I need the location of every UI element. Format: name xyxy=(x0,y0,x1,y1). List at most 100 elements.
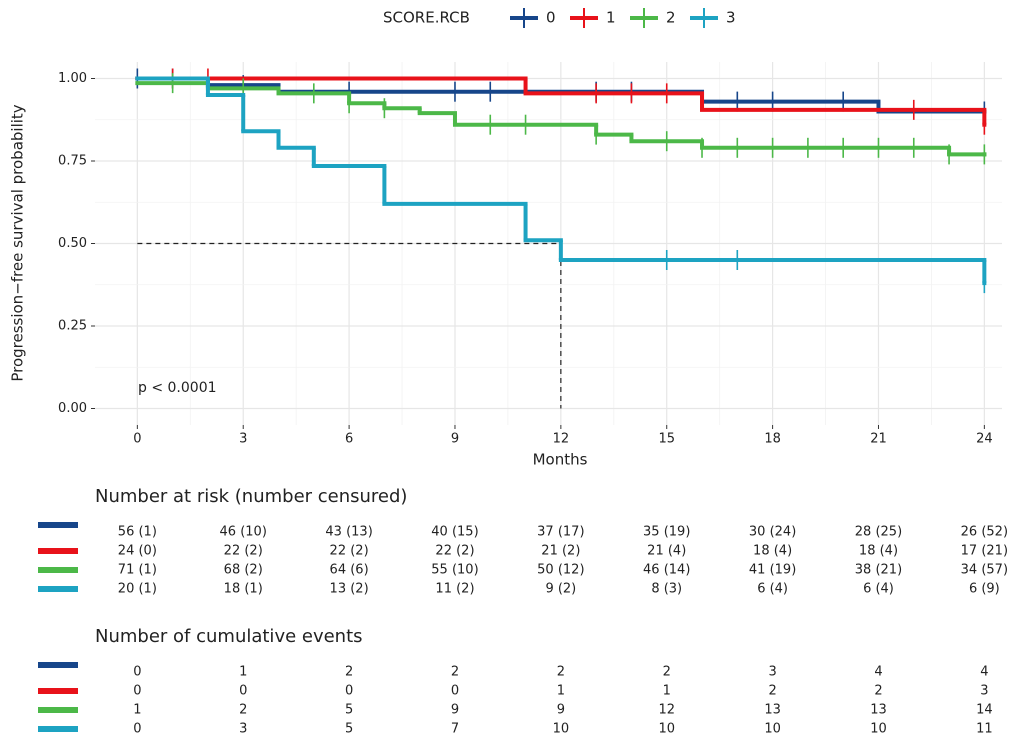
table-cell: 34 (57) xyxy=(961,563,1008,578)
table-cell: 6 (4) xyxy=(757,582,788,597)
table-cell: 3 xyxy=(980,684,988,699)
table-cell: 3 xyxy=(768,665,776,680)
table-cell: 0 xyxy=(133,722,141,737)
table-cell: 0 xyxy=(239,684,247,699)
table-cell: 13 (2) xyxy=(330,582,369,597)
table-cell: 13 xyxy=(870,703,887,718)
table-cell: 8 (3) xyxy=(651,582,682,597)
table-cell: 55 (10) xyxy=(431,563,478,578)
table-color-key xyxy=(38,586,78,592)
x-tick-label: 15 xyxy=(658,432,675,447)
table-cell: 10 xyxy=(870,722,887,737)
table-cell: 2 xyxy=(239,703,247,718)
table-cell: 1 xyxy=(557,684,565,699)
table-cell: 40 (15) xyxy=(431,525,478,540)
table-cell: 43 (13) xyxy=(325,525,372,540)
y-tick-label: 0.25 xyxy=(58,319,87,334)
table-cell: 2 xyxy=(451,665,459,680)
table-cell: 2 xyxy=(345,665,353,680)
legend-label: 1 xyxy=(606,9,616,27)
x-tick-label: 21 xyxy=(870,432,887,447)
table-cell: 2 xyxy=(557,665,565,680)
table-cell: 2 xyxy=(874,684,882,699)
table-cell: 28 (25) xyxy=(855,525,902,540)
table-cell: 0 xyxy=(133,665,141,680)
table-cell: 0 xyxy=(345,684,353,699)
table-cell: 7 xyxy=(451,722,459,737)
table-cell: 71 (1) xyxy=(118,563,157,578)
table-cell: 4 xyxy=(874,665,882,680)
table-cell: 18 (4) xyxy=(859,544,898,559)
table-cell: 26 (52) xyxy=(961,525,1008,540)
table-cell: 0 xyxy=(451,684,459,699)
table-cell: 3 xyxy=(239,722,247,737)
table-cell: 9 xyxy=(557,703,565,718)
table-cell: 11 (2) xyxy=(435,582,474,597)
x-tick-label: 0 xyxy=(133,432,141,447)
y-axis-label: Progression−free survival probability xyxy=(9,104,27,381)
table-cell: 21 (2) xyxy=(541,544,580,559)
table-cell: 24 (0) xyxy=(118,544,157,559)
table-cell: 41 (19) xyxy=(749,563,796,578)
table-cell: 22 (2) xyxy=(224,544,263,559)
table-cell: 5 xyxy=(345,722,353,737)
table-cell: 20 (1) xyxy=(118,582,157,597)
table-cell: 68 (2) xyxy=(224,563,263,578)
table-cell: 1 xyxy=(239,665,247,680)
legend-title: SCORE.RCB xyxy=(383,9,470,27)
table-cell: 30 (24) xyxy=(749,525,796,540)
table-color-key xyxy=(38,522,78,528)
table-cell: 10 xyxy=(658,722,675,737)
table-cell: 46 (14) xyxy=(643,563,690,578)
table-cell: 10 xyxy=(764,722,781,737)
table-color-key xyxy=(38,662,78,668)
legend-label: 3 xyxy=(726,9,736,27)
table-cell: 14 xyxy=(976,703,993,718)
table-cell: 5 xyxy=(345,703,353,718)
y-tick-label: 0.50 xyxy=(58,236,87,251)
table-cell: 35 (19) xyxy=(643,525,690,540)
x-axis-label: Months xyxy=(533,451,588,469)
table-cell: 10 xyxy=(553,722,570,737)
x-tick-label: 12 xyxy=(553,432,570,447)
table-cell: 6 (4) xyxy=(863,582,894,597)
table-cell: 22 (2) xyxy=(330,544,369,559)
table-cell: 6 (9) xyxy=(969,582,1000,597)
y-tick-label: 0.00 xyxy=(58,401,87,416)
table-cell: 4 xyxy=(980,665,988,680)
table-color-key xyxy=(38,567,78,573)
table-cell: 1 xyxy=(133,703,141,718)
table-cell: 17 (21) xyxy=(961,544,1008,559)
table-cell: 56 (1) xyxy=(118,525,157,540)
table-cell: 22 (2) xyxy=(435,544,474,559)
table-color-key xyxy=(38,707,78,713)
table-cell: 9 (2) xyxy=(545,582,576,597)
table-cell: 12 xyxy=(658,703,675,718)
events-table-title: Number of cumulative events xyxy=(95,626,363,647)
table-cell: 64 (6) xyxy=(330,563,369,578)
table-cell: 21 (4) xyxy=(647,544,686,559)
table-cell: 1 xyxy=(663,684,671,699)
table-cell: 18 (1) xyxy=(224,582,263,597)
table-cell: 18 (4) xyxy=(753,544,792,559)
x-tick-label: 9 xyxy=(451,432,459,447)
table-color-key xyxy=(38,548,78,554)
x-tick-label: 18 xyxy=(764,432,781,447)
x-tick-label: 3 xyxy=(239,432,247,447)
legend-label: 2 xyxy=(666,9,676,27)
table-cell: 2 xyxy=(768,684,776,699)
y-tick-label: 0.75 xyxy=(58,154,87,169)
table-cell: 38 (21) xyxy=(855,563,902,578)
table-cell: 13 xyxy=(764,703,781,718)
table-cell: 50 (12) xyxy=(537,563,584,578)
table-cell: 9 xyxy=(451,703,459,718)
table-color-key xyxy=(38,726,78,732)
table-cell: 2 xyxy=(663,665,671,680)
table-color-key xyxy=(38,688,78,694)
p-value: p < 0.0001 xyxy=(138,380,217,396)
x-tick-label: 24 xyxy=(976,432,993,447)
risk-table-title: Number at risk (number censured) xyxy=(95,486,407,507)
legend-label: 0 xyxy=(546,9,556,27)
table-cell: 0 xyxy=(133,684,141,699)
